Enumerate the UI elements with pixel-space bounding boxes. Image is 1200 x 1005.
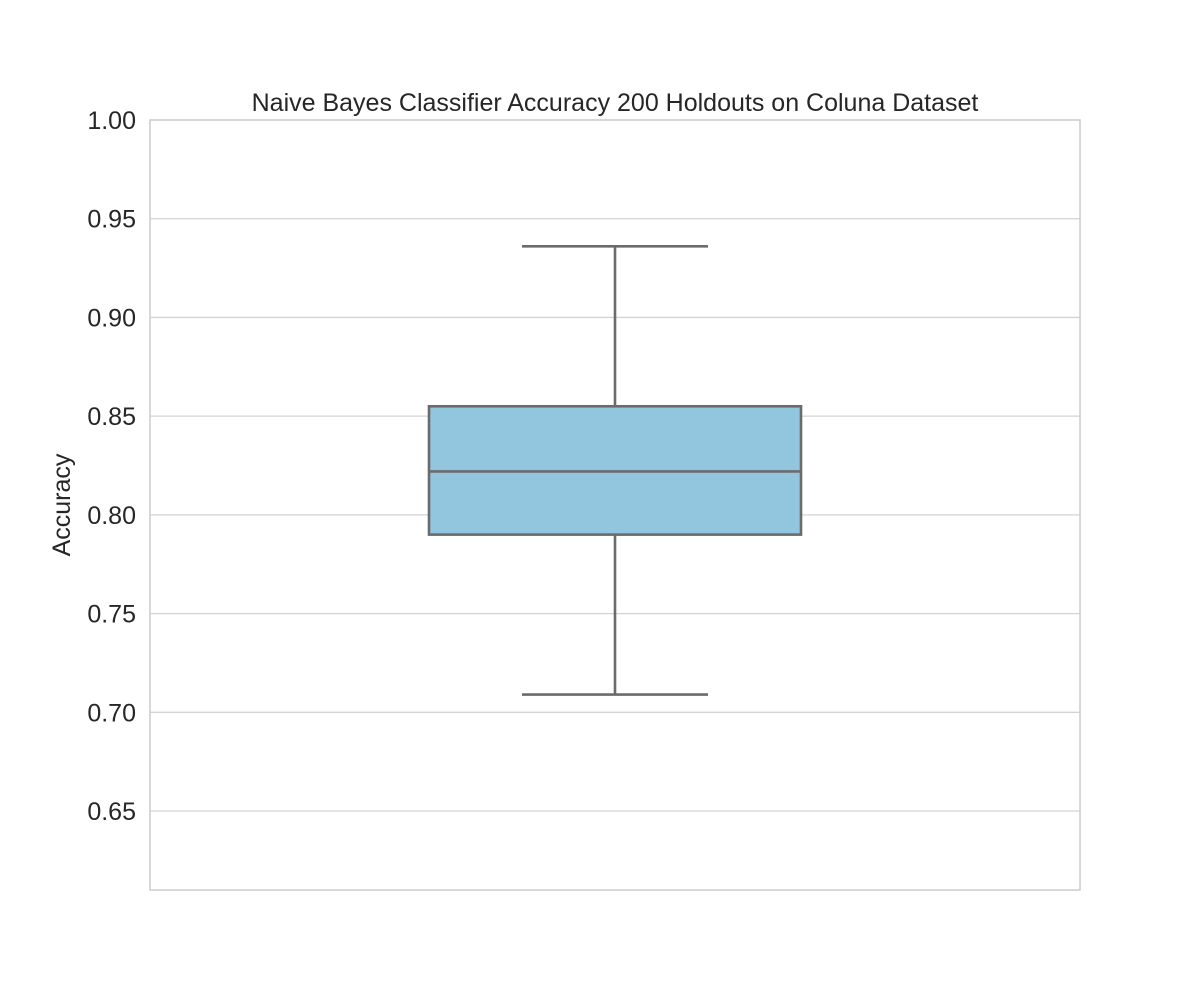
y-tick-label: 0.70 [87, 699, 136, 727]
y-tick-label: 0.85 [87, 403, 136, 431]
y-tick-label: 0.95 [87, 206, 136, 234]
y-axis-ticks: 0.65 0.70 0.75 0.80 0.85 0.90 0.95 1.00 [87, 107, 136, 826]
y-axis-label: Accuracy [48, 453, 76, 556]
chart-title: Naive Bayes Classifier Accuracy 200 Hold… [252, 89, 979, 117]
y-tick-label: 0.75 [87, 601, 136, 629]
plot-frame [149, 119, 1081, 891]
box-plot [427, 245, 803, 696]
y-tick-label: 1.00 [87, 107, 136, 135]
y-tick-label: 0.90 [87, 304, 136, 332]
y-tick-label: 0.65 [87, 798, 136, 826]
y-tick-label: 0.80 [87, 502, 136, 530]
